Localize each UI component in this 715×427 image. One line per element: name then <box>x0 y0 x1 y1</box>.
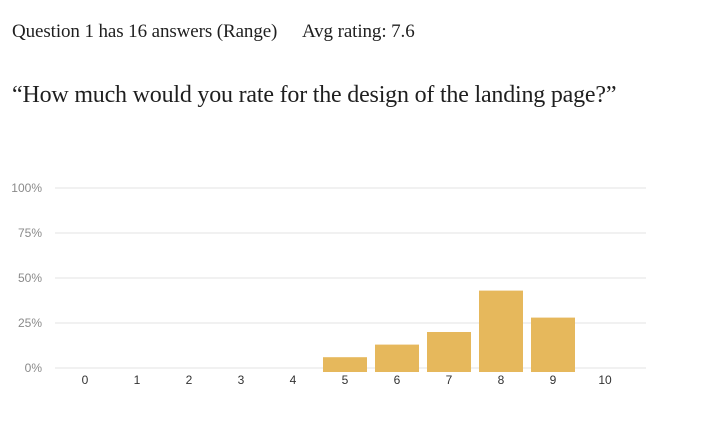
x-tick-label: 7 <box>446 373 453 387</box>
bar-rating-5 <box>323 357 367 372</box>
y-tick-label: 0% <box>25 361 43 375</box>
average-rating-text: Avg rating: 7.6 <box>301 21 415 42</box>
y-tick-label: 75% <box>18 226 42 240</box>
y-tick-label: 100% <box>11 181 42 195</box>
x-tick-label: 0 <box>82 373 89 387</box>
bar-rating-6 <box>375 344 419 372</box>
x-tick-label: 8 <box>498 373 505 387</box>
answers-count-text: Question 1 has 16 answers (Range) <box>12 21 278 42</box>
x-tick-label: 4 <box>290 373 297 387</box>
x-tick-label: 3 <box>238 373 245 387</box>
question-text: “How much would you rate for the design … <box>12 82 617 108</box>
y-tick-label: 50% <box>18 271 42 285</box>
x-tick-label: 1 <box>134 373 141 387</box>
x-tick-label: 10 <box>598 373 612 387</box>
bar-rating-9 <box>531 317 575 372</box>
bar-rating-8 <box>479 290 523 372</box>
x-tick-label: 6 <box>394 373 401 387</box>
x-tick-label: 2 <box>186 373 193 387</box>
x-tick-label: 5 <box>342 373 349 387</box>
bar-rating-7 <box>427 332 471 372</box>
rating-distribution-chart: 0% 25% 50% 75% 100% 0 1 2 3 4 5 6 7 8 9 10 <box>11 181 646 387</box>
y-tick-label: 25% <box>18 316 42 330</box>
summary-line: Question 1 has 16 answers (Range) Avg ra… <box>12 19 415 45</box>
x-tick-label: 9 <box>550 373 557 387</box>
